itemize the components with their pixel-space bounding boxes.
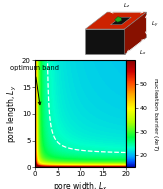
Text: $L_z$: $L_z$ — [123, 1, 130, 10]
Polygon shape — [85, 29, 125, 54]
Polygon shape — [85, 12, 146, 29]
Y-axis label: nucleation barrier ($k_BT$): nucleation barrier ($k_BT$) — [151, 77, 161, 151]
Text: optimum band: optimum band — [10, 66, 59, 105]
Polygon shape — [115, 17, 122, 22]
Polygon shape — [125, 12, 146, 54]
Text: $L_y$: $L_y$ — [151, 20, 159, 30]
Text: $L_x$: $L_x$ — [139, 48, 146, 57]
Polygon shape — [111, 17, 131, 25]
X-axis label: pore width, $L_x$: pore width, $L_x$ — [53, 180, 108, 189]
Y-axis label: pore length, $L_y$: pore length, $L_y$ — [6, 85, 19, 143]
